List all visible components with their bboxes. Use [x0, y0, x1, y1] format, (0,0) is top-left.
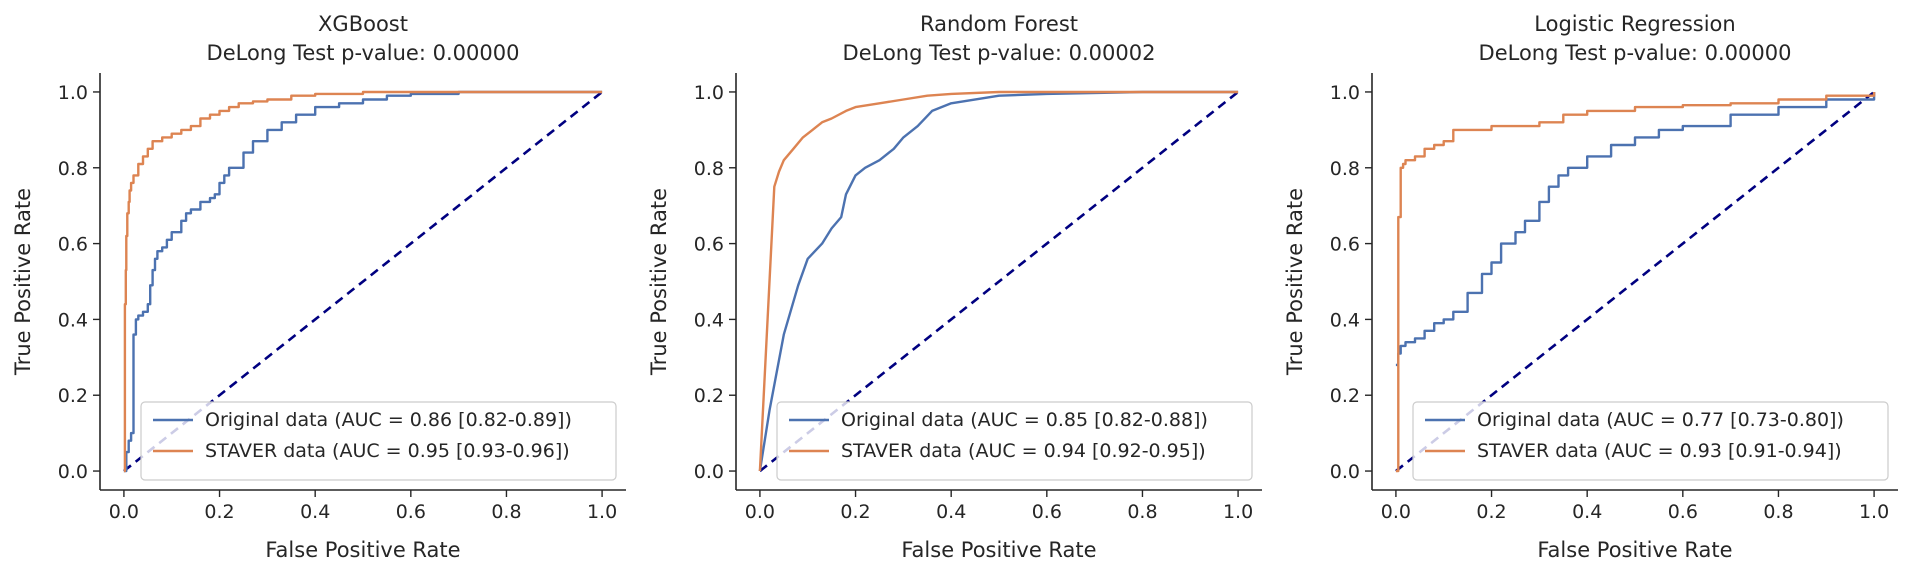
- y-tick-label: 1.0: [58, 82, 88, 104]
- legend-label-original: Original data (AUC = 0.86 [0.82-0.89]): [205, 409, 572, 431]
- x-axis-label: False Positive Rate: [265, 538, 460, 562]
- y-axis-label: True Positive Rate: [11, 188, 35, 376]
- roc-panel: Random Forest DeLong Test p-value: 0.0000…: [647, 12, 1262, 562]
- legend: Original data (AUC = 0.86 [0.82-0.89]) ST…: [140, 401, 617, 481]
- chance-diagonal-line: [759, 90, 1239, 473]
- x-axis-label: False Positive Rate: [901, 538, 1096, 562]
- x-tick-label: 1.0: [587, 501, 617, 523]
- y-tick-label: 0.6: [1330, 234, 1360, 256]
- chart-subtitle: DeLong Test p-value: 0.00000: [1479, 41, 1792, 65]
- x-tick-label: 0.4: [936, 501, 966, 523]
- x-tick-label: 0.2: [840, 501, 870, 523]
- y-tick-label: 0.4: [694, 309, 724, 331]
- legend-label-staver: STAVER data (AUC = 0.95 [0.93-0.96]): [205, 440, 570, 462]
- y-tick-label: 0.8: [1330, 158, 1360, 180]
- y-tick-label: 0.6: [58, 234, 88, 256]
- y-tick-label: 0.2: [694, 385, 724, 407]
- legend-label-original: Original data (AUC = 0.85 [0.82-0.88]): [841, 409, 1208, 431]
- y-axis-label: True Positive Rate: [647, 188, 671, 376]
- staver-data-roc-line: [1395, 92, 1876, 473]
- legend-label-staver: STAVER data (AUC = 0.94 [0.92-0.95]): [841, 440, 1206, 462]
- y-tick-label: 0.6: [694, 234, 724, 256]
- x-tick-label: 0.0: [1381, 501, 1411, 523]
- y-tick-label: 0.8: [694, 158, 724, 180]
- legend-box: [776, 401, 1253, 481]
- staver-data-roc-line: [123, 90, 603, 473]
- chance-diagonal-line: [1395, 90, 1875, 473]
- x-tick-label: 0.6: [396, 501, 426, 523]
- x-tick-label: 0.2: [204, 501, 234, 523]
- x-axis-label: False Positive Rate: [1537, 538, 1732, 562]
- y-tick-label: 0.8: [58, 158, 88, 180]
- legend-box: [140, 401, 617, 481]
- y-tick-label: 1.0: [1330, 82, 1360, 104]
- legend-label-original: Original data (AUC = 0.77 [0.73-0.80]): [1477, 409, 1844, 431]
- y-tick-label: 0.0: [58, 461, 88, 483]
- x-tick-label: 0.6: [1032, 501, 1062, 523]
- x-tick-label: 0.4: [300, 501, 330, 523]
- original-data-roc-line: [123, 90, 603, 473]
- roc-panel: XGBoost DeLong Test p-value: 0.00000 0.0 0.…: [11, 12, 626, 562]
- chart-title: Logistic Regression: [1534, 12, 1735, 36]
- legend: Original data (AUC = 0.77 [0.73-0.80]) ST…: [1412, 401, 1889, 481]
- legend: Original data (AUC = 0.85 [0.82-0.88]) ST…: [776, 401, 1253, 481]
- x-tick-label: 0.0: [109, 501, 139, 523]
- chart-subtitle: DeLong Test p-value: 0.00002: [843, 41, 1156, 65]
- x-tick-label: 0.8: [491, 501, 521, 523]
- chart-subtitle: DeLong Test p-value: 0.00000: [207, 41, 520, 65]
- legend-label-staver: STAVER data (AUC = 0.93 [0.91-0.94]): [1477, 440, 1842, 462]
- x-tick-label: 0.0: [745, 501, 775, 523]
- original-data-roc-line: [758, 90, 1239, 472]
- y-tick-label: 0.2: [1330, 385, 1360, 407]
- y-tick-label: 0.0: [694, 461, 724, 483]
- chance-diagonal-line: [123, 90, 603, 473]
- x-tick-label: 0.8: [1127, 501, 1157, 523]
- x-tick-label: 0.8: [1763, 501, 1793, 523]
- x-tick-label: 1.0: [1223, 501, 1253, 523]
- y-tick-label: 0.2: [58, 385, 88, 407]
- x-tick-label: 1.0: [1859, 501, 1889, 523]
- y-axis-label: True Positive Rate: [1283, 188, 1307, 376]
- x-tick-label: 0.4: [1572, 501, 1602, 523]
- x-tick-label: 0.2: [1476, 501, 1506, 523]
- original-data-roc-line: [1395, 92, 1876, 367]
- legend-box: [1412, 401, 1889, 481]
- staver-data-roc-line: [758, 90, 1239, 472]
- y-tick-label: 0.4: [58, 309, 88, 331]
- y-tick-label: 0.0: [1330, 461, 1360, 483]
- chart-title: XGBoost: [318, 12, 408, 36]
- y-tick-label: 0.4: [1330, 309, 1360, 331]
- y-tick-label: 1.0: [694, 82, 724, 104]
- x-tick-label: 0.6: [1668, 501, 1698, 523]
- roc-panel: Logistic Regression DeLong Test p-value: …: [1283, 12, 1898, 562]
- chart-title: Random Forest: [920, 12, 1078, 36]
